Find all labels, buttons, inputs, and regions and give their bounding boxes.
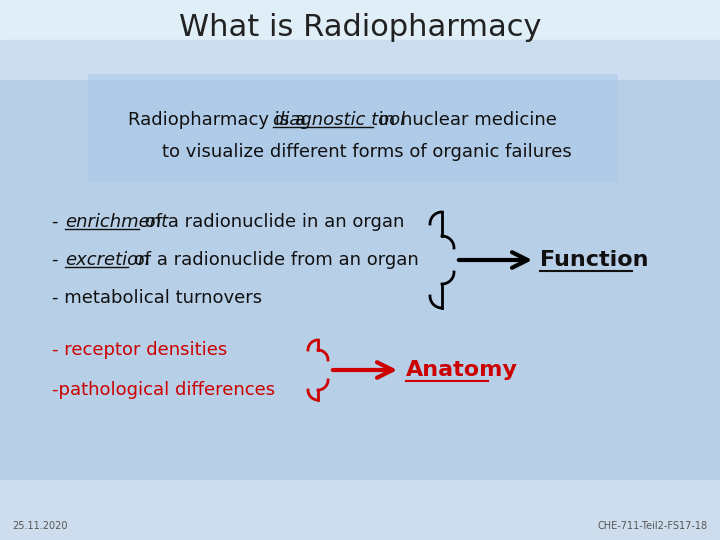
Text: Anatomy: Anatomy xyxy=(406,360,518,380)
Text: - receptor densities: - receptor densities xyxy=(52,341,228,359)
Text: -: - xyxy=(52,251,64,269)
Text: of a radionuclide from an organ: of a radionuclide from an organ xyxy=(128,251,419,269)
Text: excretion: excretion xyxy=(65,251,150,269)
FancyBboxPatch shape xyxy=(88,74,618,182)
Text: in nuclear medicine: in nuclear medicine xyxy=(373,111,557,129)
Text: -: - xyxy=(52,213,64,231)
Text: Function: Function xyxy=(540,250,649,270)
Text: -pathological differences: -pathological differences xyxy=(52,381,275,399)
Text: - metabolical turnovers: - metabolical turnovers xyxy=(52,289,262,307)
Text: enrichment: enrichment xyxy=(65,213,168,231)
Text: of a radionuclide in an organ: of a radionuclide in an organ xyxy=(139,213,405,231)
Text: to visualize different forms of organic failures: to visualize different forms of organic … xyxy=(162,143,572,161)
Text: What is Radiopharmacy: What is Radiopharmacy xyxy=(179,12,541,42)
Text: diagnostic tool: diagnostic tool xyxy=(273,111,405,129)
Text: Radiopharmacy is a: Radiopharmacy is a xyxy=(128,111,312,129)
Text: CHE-711-Teil2-FS17-18: CHE-711-Teil2-FS17-18 xyxy=(598,521,708,531)
Text: 25.11.2020: 25.11.2020 xyxy=(12,521,68,531)
